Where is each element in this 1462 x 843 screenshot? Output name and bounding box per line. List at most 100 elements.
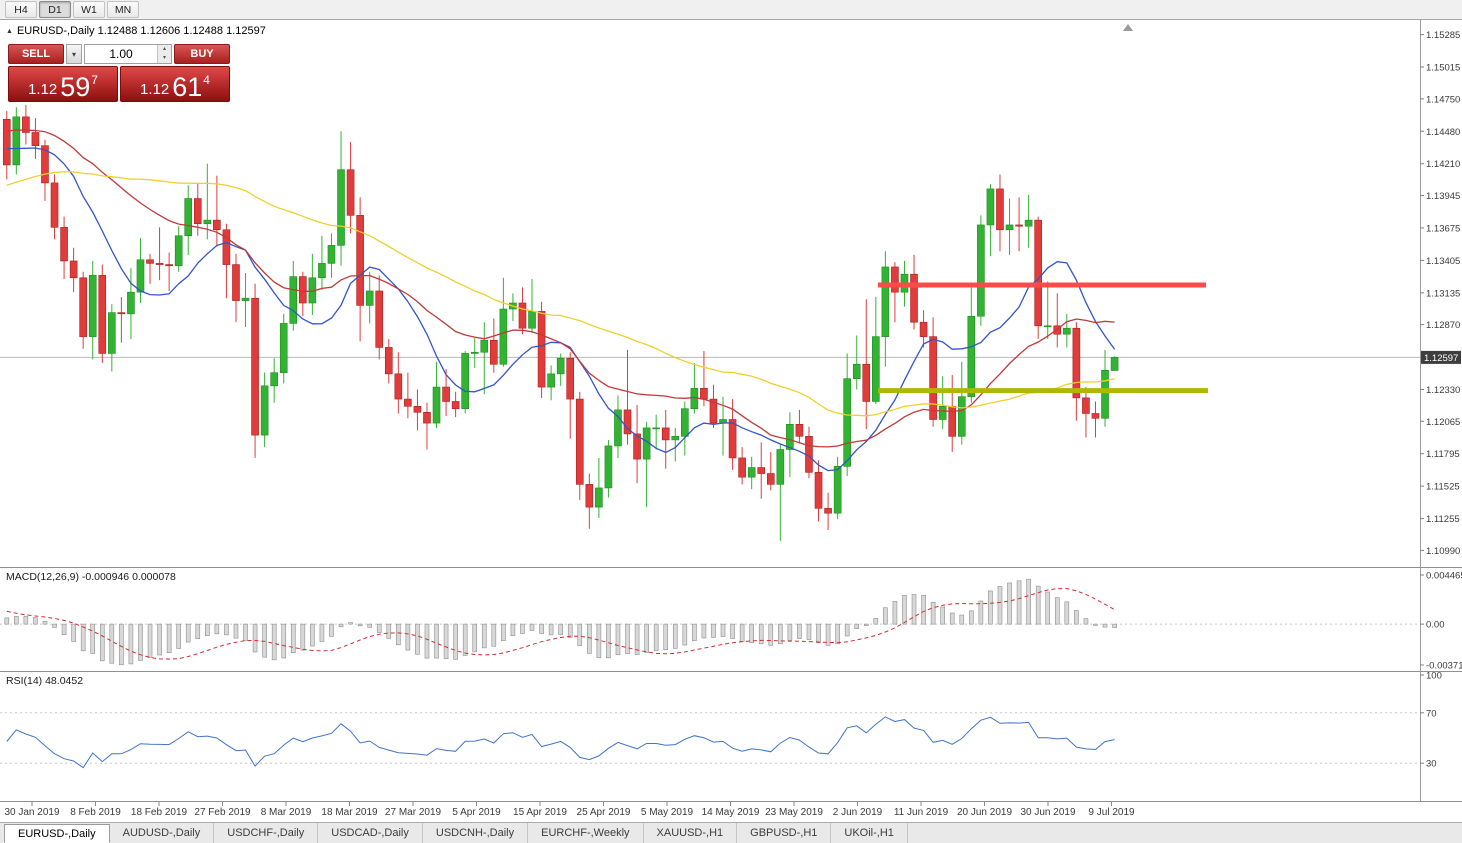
date-label: 2 Jun 2019 bbox=[833, 807, 883, 818]
macd-histogram-bar bbox=[1054, 597, 1060, 625]
macd-histogram-bar bbox=[310, 623, 315, 647]
ma-line-mid bbox=[6, 129, 1115, 448]
spin-down-icon[interactable]: ▾ bbox=[158, 54, 171, 63]
price-axis-label: 1.10990 bbox=[1426, 546, 1460, 557]
chart-tab-usdcnh-daily[interactable]: USDCNH-,Daily bbox=[423, 823, 529, 843]
candle-body bbox=[375, 290, 384, 348]
macd-axis-label: -0.003715 bbox=[1426, 661, 1462, 672]
ma-line-slow bbox=[6, 171, 1115, 417]
chart-shift-marker[interactable] bbox=[1123, 24, 1133, 31]
candle-body bbox=[251, 297, 259, 436]
chart-tab-usdcad-daily[interactable]: USDCAD-,Daily bbox=[318, 823, 423, 843]
timeframe-button-mn[interactable]: MN bbox=[107, 1, 139, 18]
buy-price-button[interactable]: 1.12 61 4 bbox=[120, 66, 230, 102]
macd-histogram-bar bbox=[205, 623, 210, 636]
candle-body bbox=[556, 357, 565, 375]
chart-tab-ukoil-h1[interactable]: UKOil-,H1 bbox=[831, 823, 908, 843]
candle-body bbox=[786, 423, 794, 450]
candle-body bbox=[1110, 357, 1119, 371]
timeframe-button-d1[interactable]: D1 bbox=[39, 1, 71, 18]
spin-up-icon[interactable]: ▴ bbox=[158, 45, 171, 54]
candle-body bbox=[623, 409, 632, 435]
macd-histogram-bar bbox=[157, 623, 162, 656]
sell-button[interactable]: SELL bbox=[8, 44, 64, 64]
chart-tab-usdchf-daily[interactable]: USDCHF-,Daily bbox=[214, 823, 319, 843]
macd-histogram-bar bbox=[415, 623, 420, 655]
candle-body bbox=[79, 277, 87, 337]
macd-histogram-bar bbox=[835, 623, 840, 645]
timeframe-toolbar: H4 D1 W1 MN bbox=[0, 0, 1462, 19]
macd-axis-label: 0.004465 bbox=[1426, 571, 1462, 582]
macd-histogram-bar bbox=[300, 623, 306, 651]
chart-tab-eurusd-daily[interactable]: EURUSD-,Daily bbox=[4, 824, 110, 843]
macd-histogram-bar bbox=[329, 623, 334, 637]
macd-histogram-bar bbox=[61, 623, 67, 635]
candle-body bbox=[337, 169, 345, 246]
sell-price-button[interactable]: 1.12 59 7 bbox=[8, 66, 118, 102]
macd-histogram-bar bbox=[224, 623, 229, 636]
volume-dropdown-button[interactable]: ▾ bbox=[66, 44, 82, 64]
date-label: 11 Jun 2019 bbox=[894, 807, 949, 818]
macd-histogram-bar bbox=[281, 623, 287, 659]
macd-histogram-bar bbox=[262, 623, 267, 658]
chart-tab-gbpusd-h1[interactable]: GBPUSD-,H1 bbox=[737, 823, 832, 843]
candle-body bbox=[1101, 369, 1109, 419]
buy-price-big: 1.12 bbox=[140, 80, 170, 98]
candle-body bbox=[604, 445, 613, 489]
date-label: 20 Jun 2019 bbox=[957, 807, 1012, 818]
macd-histogram-bar bbox=[271, 623, 277, 661]
chart-tab-eurchf-weekly[interactable]: EURCHF-,Weekly bbox=[528, 823, 644, 843]
macd-histogram-bar bbox=[1007, 582, 1012, 625]
macd-histogram-bar bbox=[711, 623, 716, 638]
price-axis-label: 1.11525 bbox=[1426, 482, 1460, 493]
candle-body bbox=[747, 467, 756, 478]
buy-button[interactable]: BUY bbox=[174, 44, 230, 64]
candle-body bbox=[432, 386, 441, 424]
candle-body bbox=[728, 419, 737, 459]
macd-histogram-bar bbox=[940, 606, 945, 625]
macd-histogram-bar bbox=[147, 623, 153, 658]
macd-histogram-bar bbox=[692, 623, 697, 642]
candle-body bbox=[394, 373, 403, 400]
macd-histogram-bar bbox=[644, 623, 649, 653]
date-label: 25 Apr 2019 bbox=[577, 807, 631, 818]
chart-tabs: EURUSD-,Daily AUDUSD-,Daily USDCHF-,Daily U… bbox=[0, 822, 1462, 843]
candle-body bbox=[174, 235, 183, 267]
macd-histogram-bar bbox=[883, 607, 888, 625]
volume-input[interactable]: 1.00 ▴ ▾ bbox=[84, 44, 172, 64]
macd-histogram-bar bbox=[873, 618, 879, 625]
candle-body bbox=[241, 297, 250, 301]
date-label: 14 May 2019 bbox=[702, 807, 760, 818]
macd-histogram-bar bbox=[109, 623, 115, 664]
macd-histogram-bar bbox=[797, 623, 802, 639]
timeframe-button-h4[interactable]: H4 bbox=[5, 1, 37, 18]
macd-histogram-bar bbox=[844, 623, 850, 637]
candle-body bbox=[547, 373, 555, 388]
collapse-arrow-icon[interactable]: ▲ bbox=[6, 27, 13, 35]
timeframe-button-w1[interactable]: W1 bbox=[73, 1, 105, 18]
candle-body bbox=[480, 339, 489, 353]
price-axis-label: 1.15285 bbox=[1426, 30, 1460, 41]
chart-tab-xauusd-h1[interactable]: XAUUSD-,H1 bbox=[644, 823, 738, 843]
macd-histogram-bar bbox=[949, 612, 955, 625]
macd-histogram-bar bbox=[233, 623, 239, 639]
macd-histogram-bar bbox=[854, 623, 860, 629]
macd-histogram-bar bbox=[816, 623, 821, 644]
candle-body bbox=[98, 275, 107, 354]
macd-histogram-bar bbox=[119, 623, 124, 666]
candle-body bbox=[537, 311, 546, 388]
macd-axis-label: 0.00 bbox=[1426, 620, 1445, 631]
candle-body bbox=[614, 409, 622, 447]
macd-histogram-bar bbox=[1064, 601, 1070, 625]
volume-spinner[interactable]: ▴ ▾ bbox=[157, 45, 171, 63]
candle-body bbox=[423, 411, 431, 424]
macd-histogram-bar bbox=[778, 623, 783, 645]
candle-body bbox=[967, 315, 976, 397]
candle-body bbox=[757, 467, 766, 474]
price-axis-label: 1.12330 bbox=[1426, 385, 1460, 396]
macd-histogram-bar bbox=[386, 623, 392, 639]
macd-histogram-bar bbox=[14, 616, 19, 625]
candle-body bbox=[260, 385, 269, 436]
candle-body bbox=[108, 312, 116, 354]
chart-tab-audusd-daily[interactable]: AUDUSD-,Daily bbox=[110, 823, 215, 843]
